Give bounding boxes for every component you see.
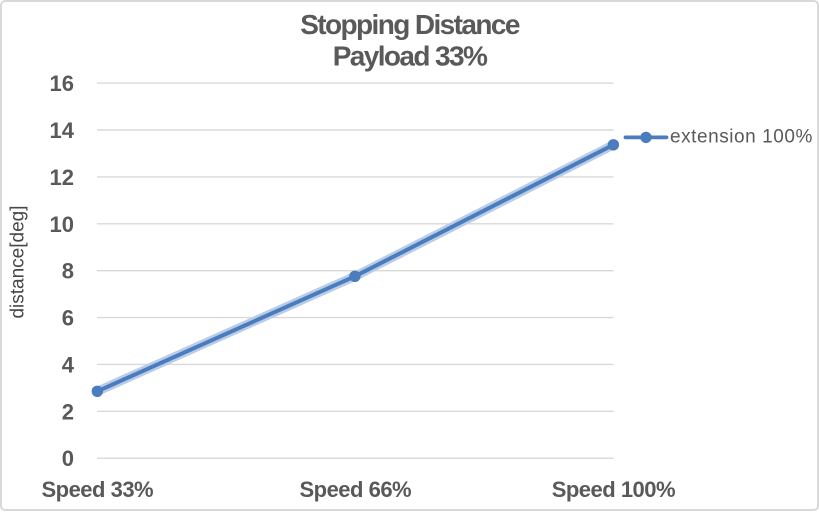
svg-text:10: 10 [50, 212, 74, 237]
svg-text:16: 16 [50, 71, 74, 96]
svg-text:Speed 33%: Speed 33% [41, 477, 153, 502]
svg-text:Stopping Distance: Stopping Distance [300, 9, 520, 40]
svg-text:Payload 33%: Payload 33% [333, 41, 488, 72]
svg-text:distance[deg]: distance[deg] [8, 205, 29, 318]
svg-text:6: 6 [62, 306, 74, 331]
svg-text:Speed 66%: Speed 66% [299, 477, 411, 502]
svg-text:extension 100%: extension 100% [670, 127, 813, 148]
svg-text:Speed 100%: Speed 100% [552, 477, 675, 502]
svg-text:14: 14 [50, 118, 75, 143]
svg-text:2: 2 [62, 399, 74, 424]
svg-text:0: 0 [62, 446, 74, 471]
svg-text:8: 8 [62, 259, 74, 284]
svg-text:4: 4 [62, 352, 75, 377]
svg-text:12: 12 [50, 165, 74, 190]
